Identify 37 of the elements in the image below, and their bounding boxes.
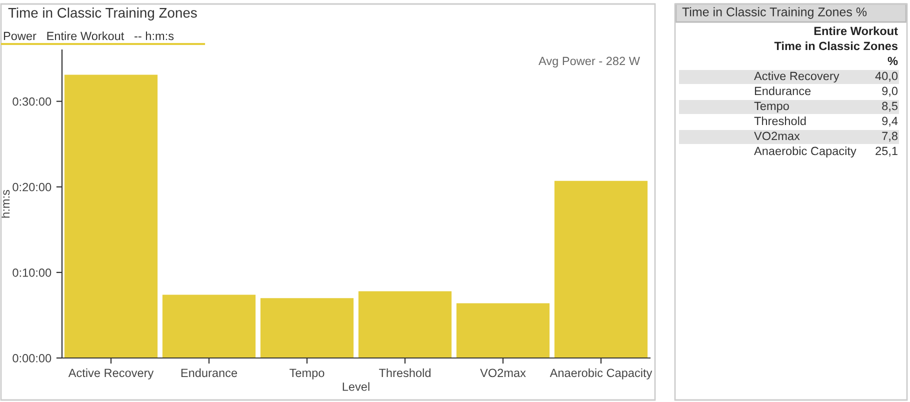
text: %: [888, 56, 898, 66]
category-label: Active Recovery: [754, 72, 840, 82]
bar: [162, 294, 256, 358]
x-tick-label: Endurance: [181, 368, 238, 378]
data-label: 9,4: [882, 116, 898, 127]
data-label: 9,0: [882, 86, 898, 97]
x-tick-label: Tempo: [290, 368, 324, 380]
data-label: 40,0: [875, 72, 898, 82]
y-tick-label: 0:20:00: [12, 182, 52, 192]
text: Time in Classic Training Zones %: [682, 7, 867, 19]
data-label: 8,5: [882, 102, 898, 112]
bar: [554, 180, 648, 358]
y-tick-label: 0:00:00: [12, 354, 52, 362]
bar: [260, 298, 354, 358]
chart-title: Time in Classic Training Zones: [8, 8, 197, 20]
bar: [64, 74, 158, 358]
category-label: Endurance: [754, 86, 811, 96]
x-tick-label: VO2max: [480, 368, 526, 378]
bar: [456, 303, 550, 358]
annotation: Avg Power - 282 W: [538, 56, 640, 68]
x-tick-label: Anaerobic Capacity: [550, 368, 652, 380]
category-label: VO2max: [754, 132, 800, 140]
y-tick-label: 0:10:00: [12, 268, 52, 277]
x-axis-title: Level: [342, 382, 370, 391]
x-tick-label: Active Recovery: [68, 368, 154, 380]
category-label: Tempo: [754, 102, 789, 112]
bar: [358, 291, 452, 358]
x-tick-label: Threshold: [379, 368, 430, 378]
category-label: Anaerobic Capacity: [754, 146, 856, 158]
text: Time in Classic Zones: [774, 42, 898, 50]
y-axis-title: h:m:s: [0, 190, 10, 218]
data-label: 25,1: [876, 146, 898, 157]
data-label: 7,8: [882, 132, 898, 142]
chart-subtitle: Power Entire Workout -- h:m:s: [4, 32, 174, 40]
category-label: Threshold: [754, 116, 806, 126]
text: Entire Workout: [814, 26, 898, 36]
y-tick-label: 0:30:00: [12, 97, 52, 106]
